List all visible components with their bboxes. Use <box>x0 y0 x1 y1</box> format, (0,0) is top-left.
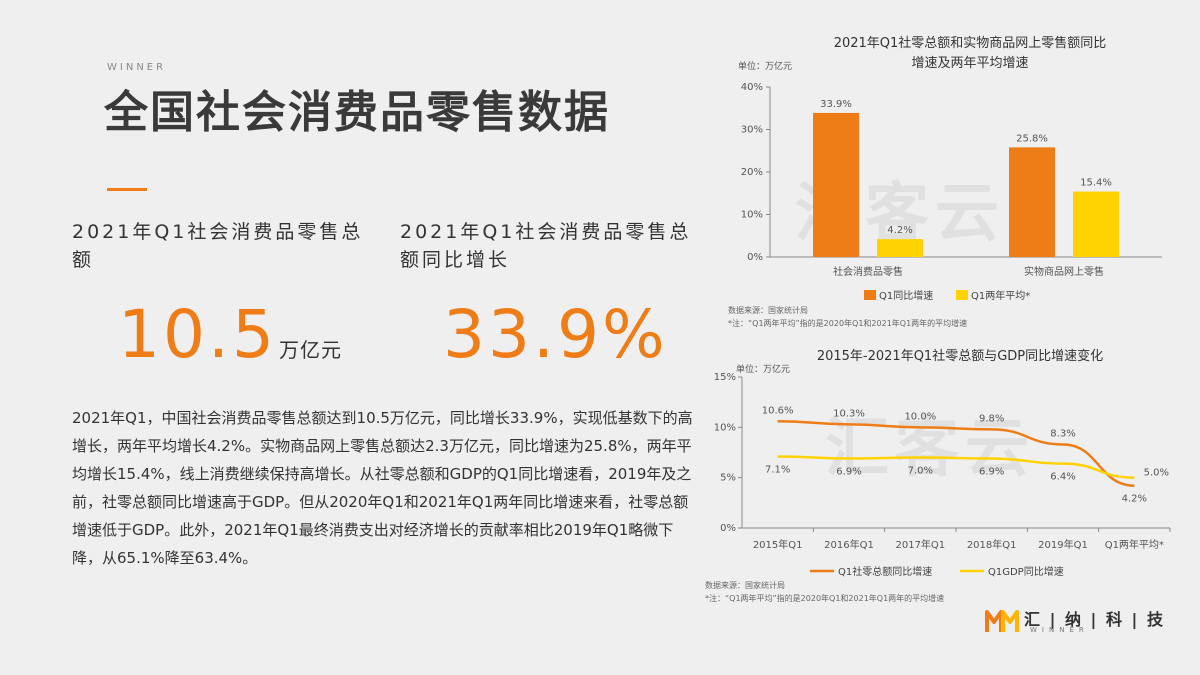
chart2-source: 数据来源：国家统计局 <box>705 580 785 590</box>
chart1-x-tick-label: 实物商品网上零售 <box>1024 265 1104 278</box>
chart1-axes: 0% 10% 20% 30% 40% 社会消费品零售 实物商品网上零售 <box>741 82 1162 278</box>
chart1-data-label: 25.8% <box>1016 133 1048 144</box>
bar-chart: 汇客云 2021年Q1社零总额和实物商品网上零售额同比 增速及两年平均增速 单位… <box>728 35 1162 328</box>
chart2-legend-label: Q1GDP同比增速 <box>988 565 1064 578</box>
chart2-data-label: 10.6% <box>762 405 794 416</box>
chart2-data-label: 10.3% <box>833 408 865 419</box>
chart1-x-tick-label: 社会消费品零售 <box>833 265 903 278</box>
chart2-data-label: 8.3% <box>1050 428 1075 439</box>
chart2-data-label: 6.9% <box>836 467 861 478</box>
chart2-data-label: 9.8% <box>979 413 1004 424</box>
chart1-legend-swatch <box>864 290 876 300</box>
stat-total-unit: 万亿元 <box>278 338 342 362</box>
logo-subtext: WINNER <box>1030 626 1089 634</box>
chart1-y-tick-label: 10% <box>741 210 763 221</box>
logo-text: 汇 | 纳 | 科 | 技 <box>1024 610 1165 629</box>
chart2-x-tick-label: 2019年Q1 <box>1038 538 1088 551</box>
stat-growth-value: 33.9% <box>443 296 668 373</box>
chart1-title-line2: 增速及两年平均增速 <box>911 56 1028 71</box>
chart2-data-label: 4.2% <box>1122 494 1147 505</box>
chart1-bar <box>1073 191 1119 257</box>
chart1-legend: Q1同比增速 Q1两年平均* <box>864 289 1030 302</box>
chart2-data-label: 7.1% <box>765 465 790 476</box>
brand-small-text: WINNER <box>107 62 167 73</box>
chart1-source: 数据来源：国家统计局 <box>728 305 808 315</box>
chart1-legend-swatch <box>956 290 968 300</box>
chart1-data-label: 15.4% <box>1080 178 1112 189</box>
body-paragraph: 2021年Q1，中国社会消费品零售总额达到10.5万亿元，同比增长33.9%，实… <box>72 409 693 567</box>
chart1-bars: 33.9% 4.2% 25.8% 15.4% <box>813 99 1119 257</box>
chart2-legend: Q1社零总额同比增速 Q1GDP同比增速 <box>810 565 1064 578</box>
winner-logo-icon <box>985 610 1019 632</box>
chart2-legend-label: Q1社零总额同比增速 <box>838 565 932 578</box>
stat-growth-label: 2021年Q1社会消费品零售总额同比增长 <box>400 221 692 271</box>
chart2-y-tick-label: 10% <box>714 422 736 433</box>
chart1-y-tick-label: 20% <box>741 167 763 178</box>
chart2-data-label: 5.0% <box>1144 468 1169 479</box>
chart2-data-label: 7.0% <box>908 466 933 477</box>
chart2-data-label: 6.9% <box>979 467 1004 478</box>
chart2-note: *注：“Q1两年平均”指的是2020年Q1和2021年Q1两年的平均增速 <box>705 593 944 603</box>
chart2-x-tick-label: 2015年Q1 <box>753 538 803 551</box>
chart1-note: *注：“Q1两年平均”指的是2020年Q1和2021年Q1两年的平均增速 <box>728 318 967 328</box>
chart1-bar <box>877 239 923 257</box>
accent-divider <box>107 188 147 191</box>
chart2-x-tick-label: Q1两年平均* <box>1105 538 1164 551</box>
chart2-axes: 0% 5% 10% 15% 2015年Q1 2016年Q1 2017年Q1 2018年Q1 20… <box>714 372 1171 551</box>
stat-total-label: 2021年Q1社会消费品零售总额 <box>72 221 364 271</box>
chart2-data-label: 10.0% <box>904 411 936 422</box>
chart2-x-tick-label: 2016年Q1 <box>824 538 874 551</box>
chart2-y-tick-label: 5% <box>720 473 736 484</box>
stat-total-number: 10.5 <box>118 296 277 373</box>
chart2-x-tick-label: 2018年Q1 <box>967 538 1017 551</box>
chart2-unit: 单位：万亿元 <box>736 363 790 375</box>
stat-total-value: 10.5 万亿元 <box>118 300 342 385</box>
chart1-y-tick-label: 0% <box>747 252 763 263</box>
page-title: 全国社会消费品零售数据 <box>104 87 610 138</box>
chart1-y-tick-label: 30% <box>741 125 763 136</box>
chart1-title-line1: 2021年Q1社零总额和实物商品网上零售额同比 <box>834 35 1107 51</box>
chart2-x-tick-label: 2017年Q1 <box>895 538 945 551</box>
line-chart: 汇客云 2015年-2021年Q1社零总额与GDP同比增速变化 单位：万亿元 0… <box>705 348 1171 603</box>
chart1-legend-label: Q1同比增速 <box>879 289 933 302</box>
chart1-bar <box>813 112 859 257</box>
chart2-lines: 10.6% 10.3% 10.0% 9.8% 8.3% 4.2% 7.1% 6.9% 7.0% 6… <box>762 405 1169 504</box>
chart1-data-label: 4.2% <box>887 225 912 236</box>
chart1-unit: 单位：万亿元 <box>738 60 792 72</box>
chart2-y-tick-label: 15% <box>714 372 736 383</box>
chart1-y-tick-label: 40% <box>741 82 763 93</box>
chart2-data-label: 6.4% <box>1050 472 1075 483</box>
chart2-series-line <box>777 420 1135 487</box>
chart1-data-label: 33.9% <box>820 99 852 110</box>
chart2-series-line <box>777 455 1135 479</box>
chart2-title: 2015年-2021年Q1社零总额与GDP同比增速变化 <box>817 348 1103 364</box>
chart1-bar <box>1009 147 1055 257</box>
chart1-legend-label: Q1两年平均* <box>971 289 1030 302</box>
chart2-y-tick-label: 0% <box>720 523 736 534</box>
